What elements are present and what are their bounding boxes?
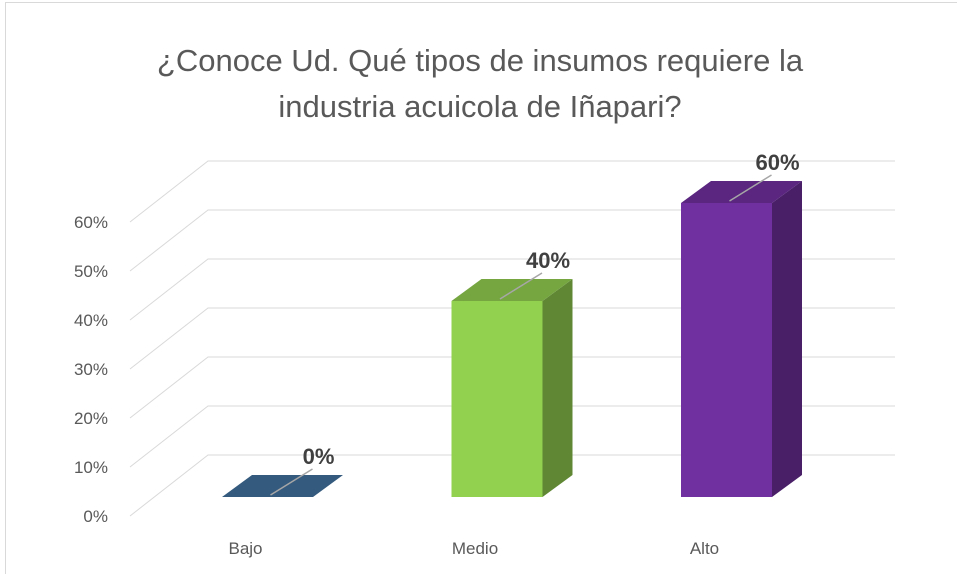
bar-top xyxy=(222,475,343,497)
grid-line xyxy=(129,160,895,223)
leader-line xyxy=(729,174,772,202)
y-tick-label: 0% xyxy=(83,507,108,526)
bar-side xyxy=(542,279,573,497)
data-label: 0% xyxy=(303,444,335,469)
y-tick-label: 50% xyxy=(74,262,108,281)
bar-side xyxy=(772,181,802,497)
grid-line xyxy=(129,356,895,419)
chart-border xyxy=(5,2,957,574)
leader-line xyxy=(499,272,543,300)
data-label: 60% xyxy=(755,150,799,175)
y-tick-label: 40% xyxy=(74,311,108,330)
chart-title: ¿Conoce Ud. Qué tipos de insumos requier… xyxy=(156,43,804,124)
grid-line xyxy=(129,307,895,370)
y-tick-label: 20% xyxy=(74,409,108,428)
x-tick-label: Bajo xyxy=(228,539,262,558)
y-tick-label: 10% xyxy=(74,458,108,477)
grid-line xyxy=(129,405,895,468)
bar-top xyxy=(451,279,573,301)
x-tick-label: Alto xyxy=(690,539,719,558)
bar xyxy=(681,203,772,497)
grid-line xyxy=(129,454,895,517)
grid-line xyxy=(129,258,895,321)
y-tick-label: 60% xyxy=(74,213,108,232)
y-tick-label: 30% xyxy=(74,360,108,379)
leader-line xyxy=(270,468,313,496)
data-label: 40% xyxy=(526,248,570,273)
grid-line xyxy=(129,209,895,272)
x-tick-label: Medio xyxy=(452,539,498,558)
bar xyxy=(451,301,543,497)
bar-top xyxy=(681,181,802,203)
